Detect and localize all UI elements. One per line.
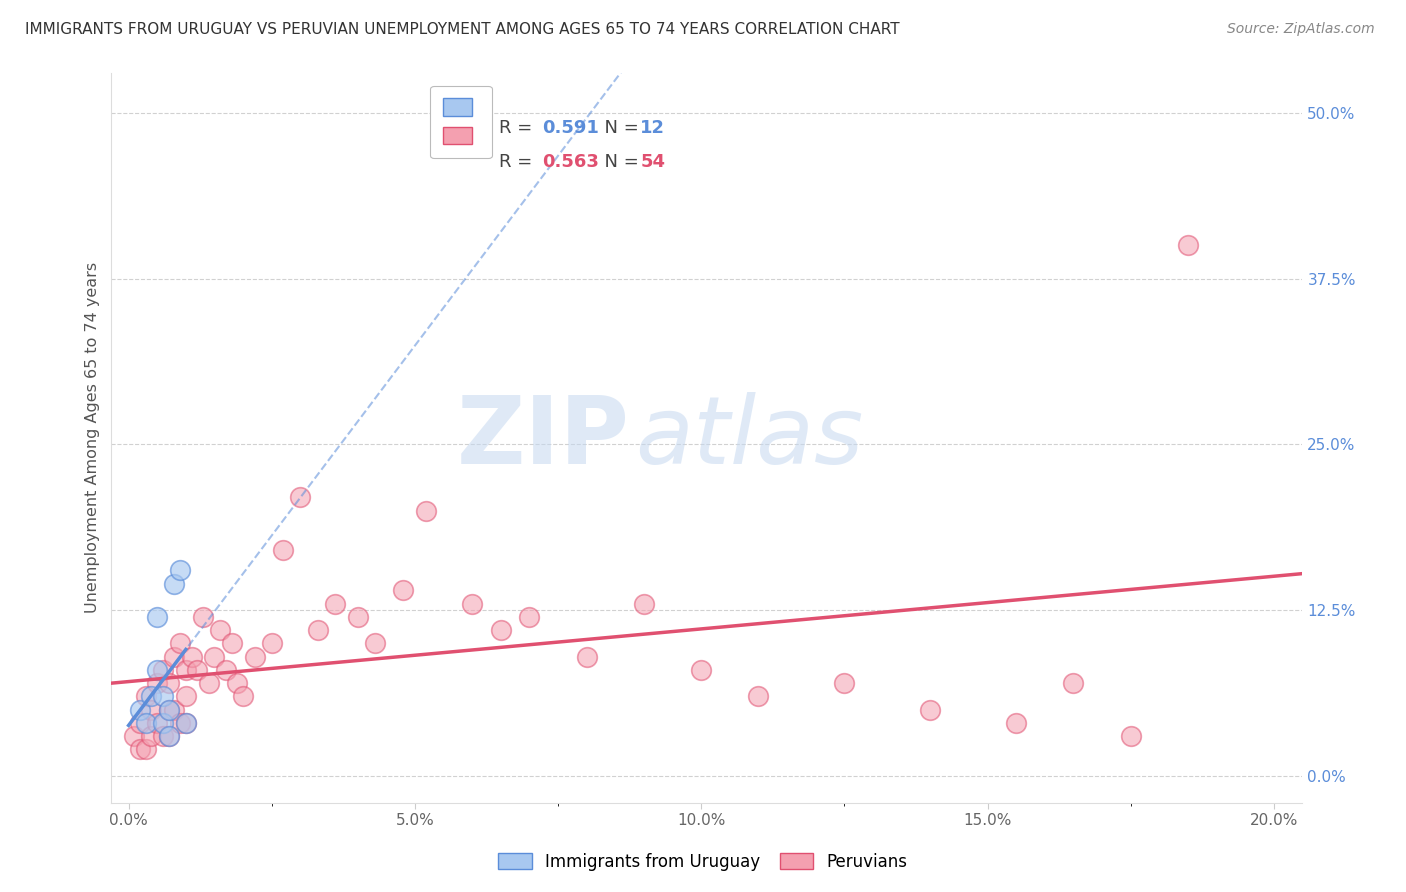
Text: atlas: atlas xyxy=(636,392,863,483)
Point xyxy=(323,597,346,611)
Point xyxy=(461,597,484,611)
Point xyxy=(152,690,174,704)
Text: 0.591: 0.591 xyxy=(543,120,599,137)
Point xyxy=(135,715,157,730)
Point xyxy=(197,676,219,690)
Point xyxy=(152,715,174,730)
Point xyxy=(163,576,186,591)
Point xyxy=(204,649,226,664)
Point xyxy=(392,583,415,598)
Text: Source: ZipAtlas.com: Source: ZipAtlas.com xyxy=(1227,22,1375,37)
Point xyxy=(129,703,152,717)
Point xyxy=(1177,238,1199,252)
Point xyxy=(519,610,541,624)
Point xyxy=(232,690,254,704)
Point xyxy=(157,676,180,690)
Point xyxy=(243,649,266,664)
Point xyxy=(157,703,180,717)
Text: N =: N = xyxy=(592,153,644,171)
Point xyxy=(575,649,598,664)
Text: IMMIGRANTS FROM URUGUAY VS PERUVIAN UNEMPLOYMENT AMONG AGES 65 TO 74 YEARS CORRE: IMMIGRANTS FROM URUGUAY VS PERUVIAN UNEM… xyxy=(25,22,900,37)
Point xyxy=(1005,715,1028,730)
Point xyxy=(152,663,174,677)
Point xyxy=(191,610,214,624)
Point xyxy=(141,729,163,743)
Point xyxy=(260,636,283,650)
Point xyxy=(174,715,197,730)
Text: R =: R = xyxy=(499,153,537,171)
Text: 12: 12 xyxy=(640,120,665,137)
Point xyxy=(169,715,191,730)
Point xyxy=(415,504,437,518)
Point xyxy=(346,610,368,624)
Point xyxy=(169,563,191,577)
Point xyxy=(174,690,197,704)
Point xyxy=(1062,676,1084,690)
Point xyxy=(146,676,169,690)
Point xyxy=(747,690,769,704)
Point xyxy=(146,610,169,624)
Point xyxy=(364,636,387,650)
Point xyxy=(157,703,180,717)
Text: R =: R = xyxy=(499,120,537,137)
Point xyxy=(129,742,152,756)
Point xyxy=(174,715,197,730)
Point xyxy=(141,703,163,717)
Text: 54: 54 xyxy=(640,153,665,171)
Point xyxy=(221,636,243,650)
Y-axis label: Unemployment Among Ages 65 to 74 years: Unemployment Among Ages 65 to 74 years xyxy=(86,262,100,614)
Point xyxy=(690,663,713,677)
Point xyxy=(163,703,186,717)
Point xyxy=(1119,729,1142,743)
Point xyxy=(141,690,163,704)
Point xyxy=(209,623,232,637)
Point xyxy=(163,649,186,664)
Point xyxy=(633,597,655,611)
Point xyxy=(129,715,152,730)
Point xyxy=(169,636,191,650)
Point xyxy=(146,663,169,677)
Point xyxy=(135,742,157,756)
Point xyxy=(157,729,180,743)
Point xyxy=(186,663,208,677)
Point xyxy=(152,729,174,743)
Point xyxy=(180,649,202,664)
Point xyxy=(157,729,180,743)
Point xyxy=(834,676,856,690)
Point xyxy=(489,623,512,637)
Text: N =: N = xyxy=(592,120,644,137)
Legend: , : , xyxy=(430,86,492,159)
Text: ZIP: ZIP xyxy=(457,392,630,483)
Point xyxy=(307,623,329,637)
Point xyxy=(146,715,169,730)
Point xyxy=(124,729,146,743)
Point xyxy=(215,663,238,677)
Point xyxy=(174,663,197,677)
Legend: Immigrants from Uruguay, Peruvians: Immigrants from Uruguay, Peruvians xyxy=(489,845,917,880)
Point xyxy=(135,690,157,704)
Point xyxy=(226,676,249,690)
Point xyxy=(290,491,312,505)
Point xyxy=(920,703,942,717)
Text: 0.563: 0.563 xyxy=(543,153,599,171)
Point xyxy=(271,543,294,558)
